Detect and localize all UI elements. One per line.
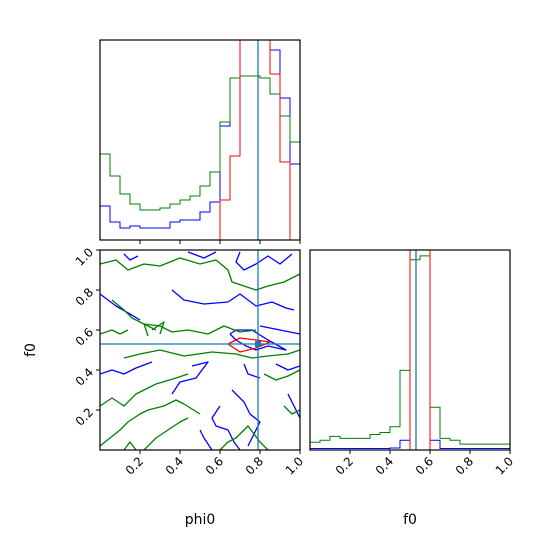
right-xtick-label: 0.4 [373, 454, 396, 477]
joint-xtick-label: 0.6 [203, 454, 226, 477]
phi0-histogram-frame [99, 39, 301, 241]
right-xtick-label: 0.2 [333, 454, 356, 477]
joint-xtick-label: 0.4 [163, 454, 186, 477]
histogram-step-line [100, 75, 300, 240]
contour-line [111, 299, 257, 335]
f0-histogram-frame [309, 249, 511, 451]
contour-line [123, 441, 137, 450]
joint-ytick-label: 0.8 [73, 285, 96, 308]
x-axis-label-f0: f0 [403, 512, 417, 528]
contour-line [263, 369, 300, 381]
contour-line [231, 389, 261, 447]
contour-line [283, 405, 300, 415]
x-axis-label-phi0: phi0 [185, 512, 216, 528]
right-xtick-label: 0.6 [413, 454, 436, 477]
f0-histogram-panel: 0.2 0.4 0.6 0.8 1.0 [309, 249, 516, 478]
contour-line [243, 363, 261, 379]
contour-line [100, 361, 153, 375]
contour-line [227, 337, 271, 353]
contour-line [211, 405, 241, 450]
contour-line [143, 323, 157, 337]
joint-ytick-label: 0.2 [73, 405, 96, 428]
contour-line [171, 361, 209, 395]
joint-xtick-label: 1.0 [283, 454, 306, 477]
phi0-histogram-panel [99, 39, 301, 244]
contour-line [229, 329, 287, 351]
histogram-series-group [100, 40, 300, 240]
contour-line [151, 321, 165, 335]
right-xtick-label: 1.0 [493, 454, 516, 477]
contour-line [199, 429, 213, 450]
contour-line [143, 417, 189, 450]
y-axis-label-f0: f0 [23, 343, 39, 357]
histogram-step-line [310, 250, 510, 450]
contour-line [123, 253, 139, 261]
joint-ytick-label: 0.4 [73, 365, 96, 388]
right-xtick-label: 0.8 [453, 454, 476, 477]
joint-ytick-label: 0.6 [73, 325, 96, 348]
contour-line [123, 349, 300, 359]
contour-frame [99, 249, 301, 451]
joint-xtick-label: 0.8 [243, 454, 266, 477]
contour-line [187, 251, 217, 259]
truth-marker [255, 341, 261, 347]
histogram-series-group [310, 250, 510, 450]
histogram-step-line [100, 40, 300, 240]
phi0-f0-contour-panel: 0.2 0.4 0.6 0.8 1.0 0.2 0.4 0.6 0.8 1.0 [73, 245, 306, 477]
contour-line [219, 425, 269, 450]
contour-line [275, 363, 300, 371]
contour-line [259, 325, 300, 335]
joint-ytick-label: 1.0 [73, 245, 96, 268]
histogram-step-line [310, 255, 510, 450]
contour-line [100, 329, 129, 335]
contour-line [287, 393, 300, 419]
contour-line [100, 399, 201, 447]
contour-line [100, 257, 300, 291]
contour-line [171, 289, 295, 311]
contour-line [235, 251, 293, 271]
joint-xtick-label: 0.2 [123, 454, 146, 477]
contour-line [100, 373, 189, 407]
contour-series-group [100, 250, 300, 450]
